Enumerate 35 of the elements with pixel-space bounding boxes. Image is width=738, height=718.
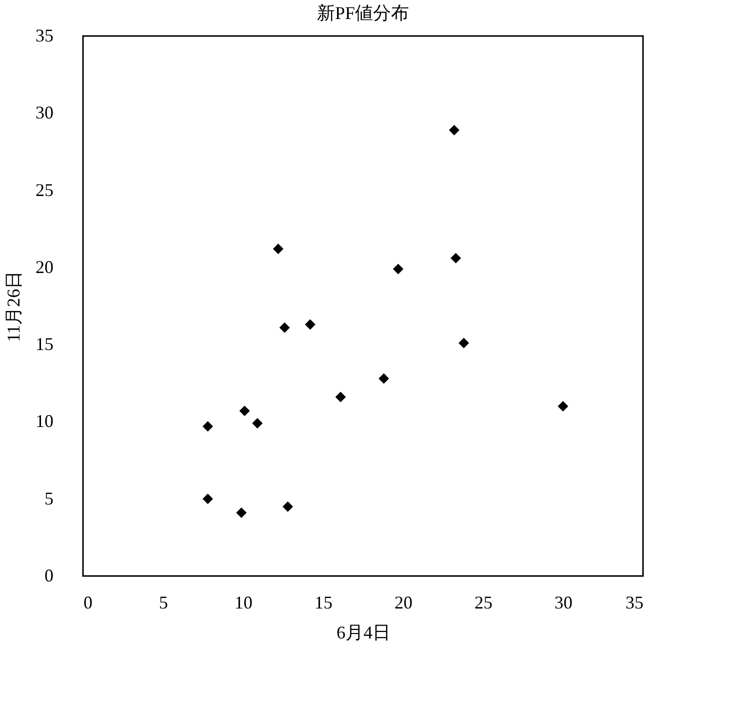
x-tick-label: 5 — [159, 592, 168, 612]
y-tick-label: 35 — [36, 26, 54, 46]
y-tick-label: 0 — [44, 566, 54, 586]
point — [236, 508, 247, 518]
point — [252, 418, 263, 428]
y-tick-label: 5 — [44, 488, 54, 508]
point — [448, 124, 460, 136]
point — [335, 392, 346, 402]
x-tick-label: 20 — [394, 592, 412, 612]
y-tick-label: 15 — [36, 334, 54, 354]
point — [279, 322, 290, 333]
x-tick-label: 25 — [474, 592, 492, 612]
point — [458, 338, 470, 348]
point — [558, 401, 568, 412]
point — [239, 406, 250, 416]
chart-title: 新PF値分布 — [316, 3, 410, 23]
point — [282, 501, 294, 512]
point — [202, 421, 214, 432]
point — [202, 494, 214, 504]
y-axis-title: 11月26日 — [4, 270, 24, 342]
point — [378, 373, 390, 384]
x-tick-label: 35 — [626, 592, 644, 612]
x-tick-label: 10 — [234, 592, 252, 612]
y-tick-label: 10 — [36, 411, 54, 432]
x-tick-label: 15 — [314, 592, 332, 612]
y-tick-label: 25 — [36, 180, 54, 200]
point — [450, 252, 462, 264]
point — [304, 319, 316, 330]
x-tick-label: 30 — [554, 592, 572, 612]
x-axis-title: 6月4日 — [336, 622, 390, 642]
y-tick-label: 20 — [36, 256, 54, 277]
y-tick-label: 30 — [36, 102, 54, 123]
point — [272, 244, 284, 254]
x-tick-label: 0 — [84, 592, 92, 612]
point — [392, 264, 404, 274]
